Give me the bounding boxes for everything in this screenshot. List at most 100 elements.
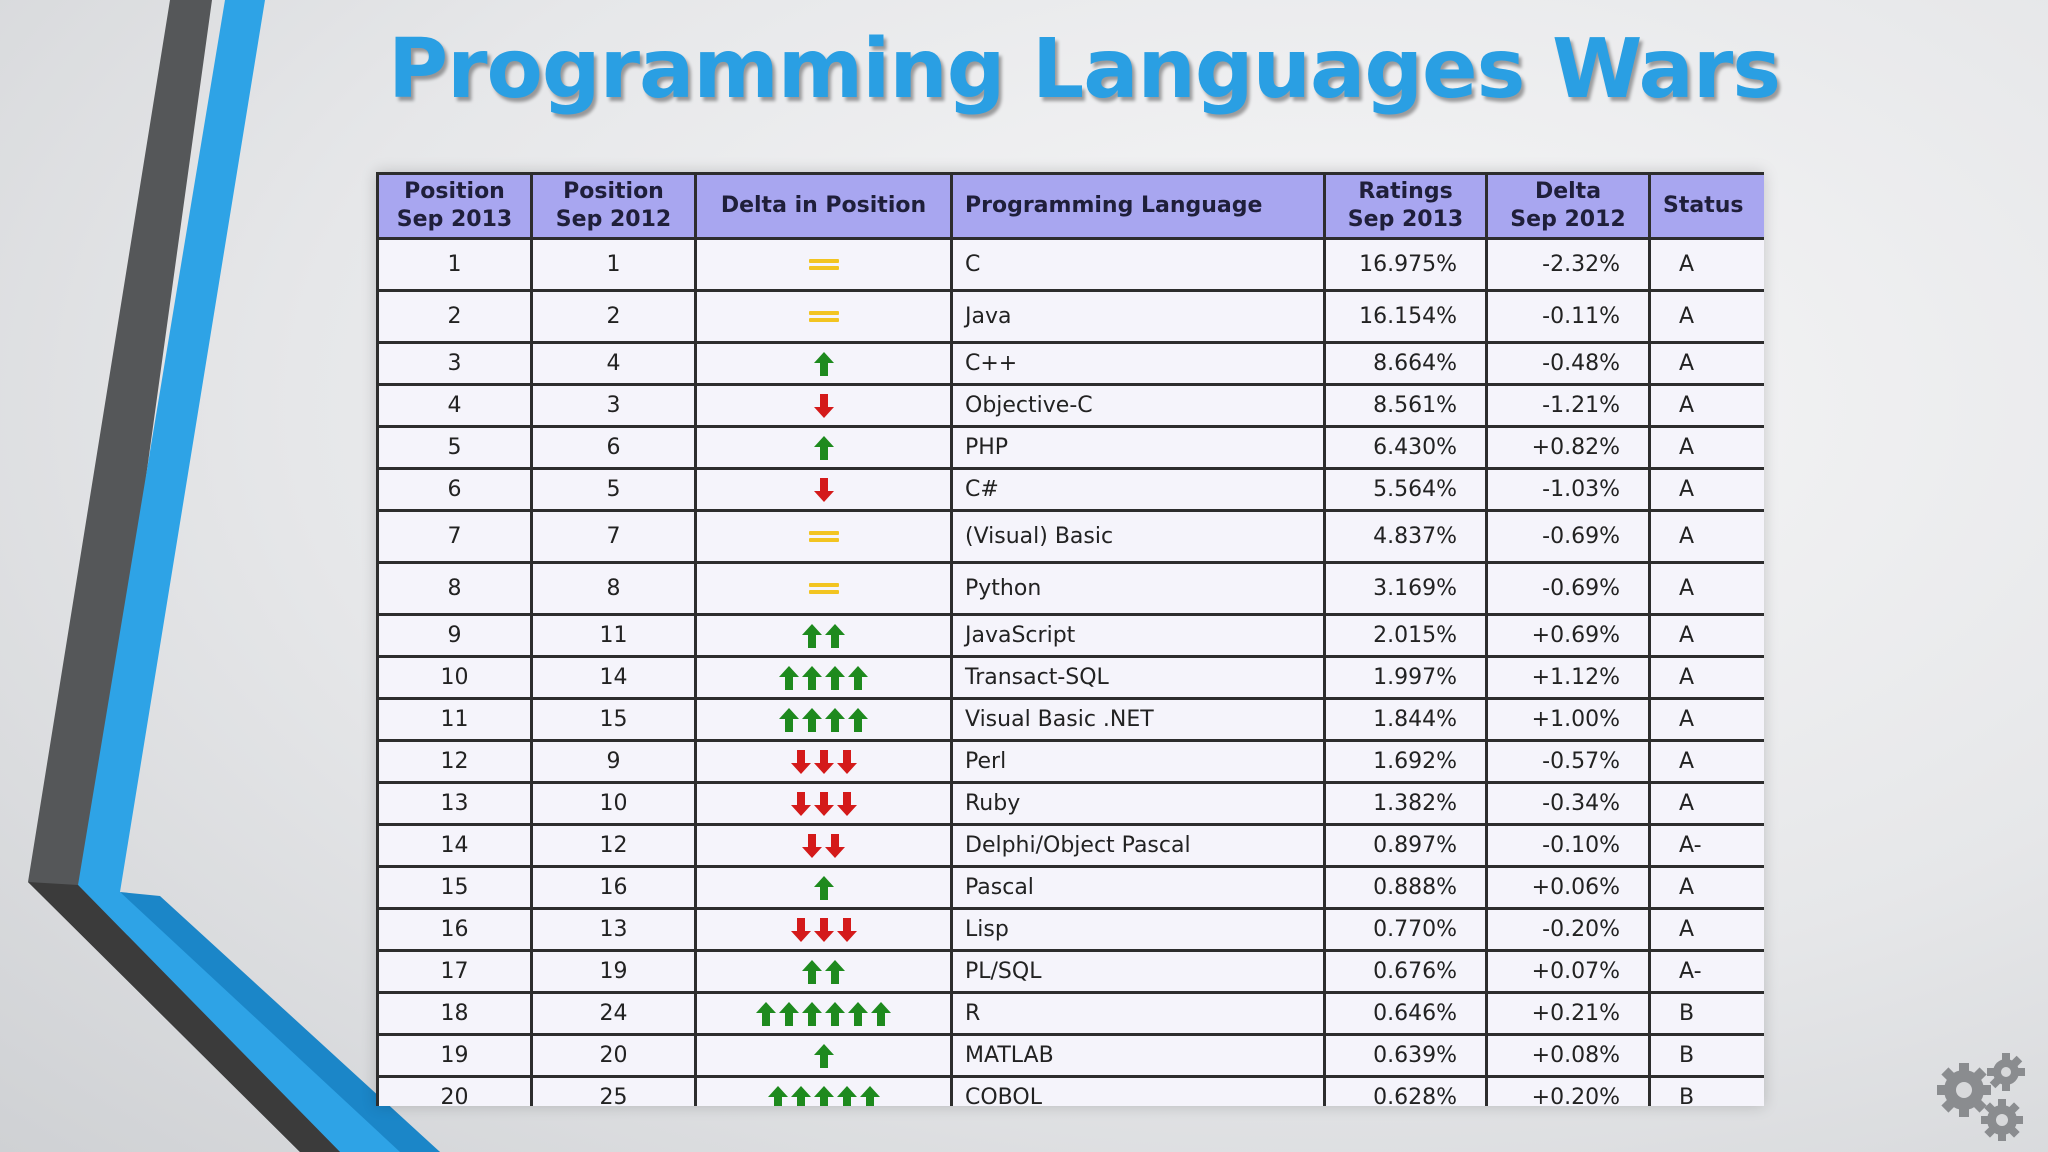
- status-cell: A-: [1648, 824, 1764, 868]
- delta-position-cell: [694, 782, 953, 826]
- table-row: 12 9 Perl 1.692% -0.57% A: [376, 740, 1764, 784]
- position-2012-cell: 14: [530, 656, 697, 700]
- position-2012-cell: 25: [530, 1076, 697, 1106]
- delta-cell: -0.20%: [1485, 908, 1651, 952]
- gears-icon: [1937, 1053, 2025, 1141]
- status-cell: A-: [1648, 950, 1764, 994]
- arrow-up-icon: [802, 707, 822, 732]
- language-cell: Objective-C: [950, 384, 1326, 428]
- delta-cell: +0.06%: [1485, 866, 1651, 910]
- status-cell: A: [1648, 908, 1764, 952]
- delta-cell: +1.00%: [1485, 698, 1651, 742]
- status-cell: A: [1648, 468, 1764, 512]
- rating-cell: 8.561%: [1323, 384, 1488, 428]
- language-cell: Perl: [950, 740, 1326, 784]
- delta-cell: -0.10%: [1485, 824, 1651, 868]
- language-cell: R: [950, 992, 1326, 1036]
- delta-position-cell: [694, 510, 953, 564]
- status-cell: A: [1648, 290, 1764, 344]
- table-row: 8 8 Python 3.169% -0.69% A: [376, 562, 1764, 616]
- rating-cell: 16.975%: [1323, 238, 1488, 292]
- rating-cell: 0.676%: [1323, 950, 1488, 994]
- delta-cell: +0.08%: [1485, 1034, 1651, 1078]
- rating-cell: 0.897%: [1323, 824, 1488, 868]
- arrow-up-icon: [802, 665, 822, 690]
- delta-position-cell: [694, 656, 953, 700]
- delta-cell: -0.34%: [1485, 782, 1651, 826]
- position-2013-cell: 6: [376, 468, 533, 512]
- position-2013-cell: 20: [376, 1076, 533, 1106]
- table-row: 9 11 JavaScript 2.015% +0.69% A: [376, 614, 1764, 658]
- delta-position-cell: [694, 1034, 953, 1078]
- position-2013-cell: 8: [376, 562, 533, 616]
- delta-cell: -0.69%: [1485, 510, 1651, 564]
- delta-cell: +1.12%: [1485, 656, 1651, 700]
- rating-cell: 6.430%: [1323, 426, 1488, 470]
- table-header-row: Position Sep 2013 Position Sep 2012 Delta …: [376, 172, 1764, 240]
- delta-cell: +0.07%: [1485, 950, 1651, 994]
- table-row: 10 14 Transact-SQL 1.997% +1.12% A: [376, 656, 1764, 700]
- position-2013-cell: 15: [376, 866, 533, 910]
- position-2013-cell: 13: [376, 782, 533, 826]
- table-row: 14 12 Delphi/Object Pascal 0.897% -0.10% A-: [376, 824, 1764, 868]
- slide-title: Programming Languages Wars: [388, 22, 1781, 117]
- arrow-up-icon: [756, 1001, 776, 1026]
- delta-position-cell: [694, 1076, 953, 1106]
- blue-wedge: [120, 892, 440, 1152]
- position-2012-cell: 13: [530, 908, 697, 952]
- status-cell: A: [1648, 238, 1764, 292]
- status-cell: A: [1648, 866, 1764, 910]
- language-cell: Ruby: [950, 782, 1326, 826]
- status-cell: A: [1648, 782, 1764, 826]
- header-delta: Delta Sep 2012: [1485, 172, 1651, 240]
- position-2012-cell: 20: [530, 1034, 697, 1078]
- language-cell: Java: [950, 290, 1326, 344]
- rating-cell: 3.169%: [1323, 562, 1488, 616]
- status-cell: A: [1648, 562, 1764, 616]
- rating-cell: 16.154%: [1323, 290, 1488, 344]
- position-2013-cell: 14: [376, 824, 533, 868]
- table-row: 17 19 PL/SQL 0.676% +0.07% A-: [376, 950, 1764, 994]
- table-body: 1 1 C 16.975% -2.32% A 2 2 Java 16.154% -0.11% A 3 4 C…: [376, 238, 1764, 1106]
- table-row: 20 25 COBOL 0.628% +0.20% B: [376, 1076, 1764, 1106]
- position-2013-cell: 3: [376, 342, 533, 386]
- table-row: 13 10 Ruby 1.382% -0.34% A: [376, 782, 1764, 826]
- delta-position-cell: [694, 342, 953, 386]
- header-status: Status: [1648, 172, 1764, 240]
- arrow-up-icon: [859, 1085, 880, 1106]
- language-cell: Transact-SQL: [950, 656, 1326, 700]
- position-2012-cell: 7: [530, 510, 697, 564]
- table-row: 5 6 PHP 6.430% +0.82% A: [376, 426, 1764, 470]
- position-2012-cell: 10: [530, 782, 697, 826]
- table-row: 18 24 R 0.646% +0.21% B: [376, 992, 1764, 1036]
- table-row: 4 3 Objective-C 8.561% -1.21% A: [376, 384, 1764, 428]
- arrow-down-icon: [790, 749, 811, 774]
- language-cell: Lisp: [950, 908, 1326, 952]
- dark-stripe: [28, 0, 430, 1152]
- status-cell: A: [1648, 656, 1764, 700]
- delta-cell: +0.82%: [1485, 426, 1651, 470]
- language-cell: Pascal: [950, 866, 1326, 910]
- equals-icon: [808, 310, 839, 324]
- delta-cell: +0.20%: [1485, 1076, 1651, 1106]
- status-cell: A: [1648, 426, 1764, 470]
- rating-cell: 1.997%: [1323, 656, 1488, 700]
- delta-position-cell: [694, 866, 953, 910]
- language-cell: PL/SQL: [950, 950, 1326, 994]
- language-cell: Delphi/Object Pascal: [950, 824, 1326, 868]
- rating-cell: 0.646%: [1323, 992, 1488, 1036]
- position-2013-cell: 7: [376, 510, 533, 564]
- language-cell: C++: [950, 342, 1326, 386]
- arrow-up-icon: [790, 1085, 811, 1106]
- delta-position-cell: [694, 950, 953, 994]
- table-row: 3 4 C++ 8.664% -0.48% A: [376, 342, 1764, 386]
- position-2013-cell: 18: [376, 992, 533, 1036]
- arrow-up-icon: [825, 707, 845, 732]
- arrow-down-icon: [825, 833, 845, 858]
- arrow-down-icon: [813, 917, 834, 942]
- arrow-up-icon: [848, 1001, 868, 1026]
- language-cell: JavaScript: [950, 614, 1326, 658]
- delta-cell: -0.11%: [1485, 290, 1651, 344]
- header-position-2012: Position Sep 2012: [530, 172, 697, 240]
